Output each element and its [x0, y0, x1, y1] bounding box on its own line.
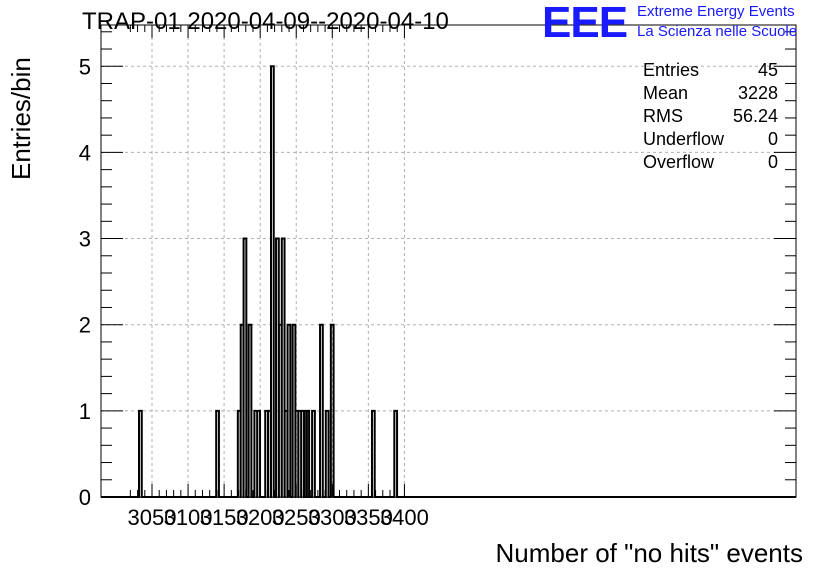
x-tick-label: 3050	[128, 505, 177, 530]
stats-label: Entries	[643, 60, 700, 80]
stats-row-mean: Mean 3228	[643, 83, 778, 106]
x-tick-label: 3100	[164, 505, 213, 530]
stats-value: 0	[767, 129, 778, 149]
y-tick-label: 1	[79, 399, 91, 424]
x-tick-label: 3400	[380, 505, 429, 530]
stats-label: Mean	[643, 83, 689, 103]
y-tick-label: 5	[79, 54, 91, 79]
stats-value: 0	[767, 152, 778, 172]
x-tick-label: 3250	[272, 505, 321, 530]
stats-label: RMS	[643, 106, 683, 126]
y-tick-label: 0	[79, 485, 91, 510]
stats-box: Entries 45 Mean 3228 RMS 56.24 Underflow…	[643, 60, 778, 175]
x-tick-label: 3350	[344, 505, 393, 530]
x-axis-label: Number of "no hits" events	[495, 538, 804, 568]
stats-value: 45	[757, 60, 778, 80]
x-tick-label: 3200	[236, 505, 285, 530]
stats-row-overflow: Overflow 0	[643, 152, 778, 175]
stats-row-entries: Entries 45	[643, 60, 778, 83]
y-tick-label: 2	[79, 313, 91, 338]
stats-label: Overflow	[643, 152, 715, 172]
stats-label: Underflow	[643, 129, 725, 149]
eee-logo: EEE	[542, 0, 628, 47]
stats-value: 3228	[737, 83, 778, 103]
stats-row-rms: RMS 56.24	[643, 106, 778, 129]
x-tick-label: 3300	[308, 505, 357, 530]
y-axis-label: Entries/bin	[6, 57, 36, 180]
x-tick-label: 3150	[200, 505, 249, 530]
axes	[100, 24, 797, 498]
logo-line-2: La Scienza nelle Scuole	[637, 23, 798, 40]
stats-value: 56.24	[732, 106, 778, 126]
chart-title: TRAP-01 2020-04-09--2020-04-10	[82, 8, 449, 35]
y-tick-label: 3	[79, 227, 91, 252]
stats-row-underflow: Underflow 0	[643, 129, 778, 152]
plot-frame	[100, 24, 797, 498]
logo-line-1: Extreme Energy Events	[637, 3, 795, 20]
y-tick-label: 4	[79, 140, 91, 165]
